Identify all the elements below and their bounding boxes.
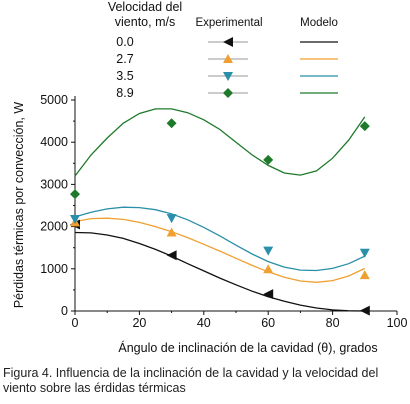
x-axis-label: Ángulo de inclinación de la cavidad (θ),… <box>118 340 377 355</box>
y-axis-label: Pérdidas térmicas por convección, W <box>12 102 26 309</box>
x-tick-label: 60 <box>261 316 275 330</box>
x-tick-label: 0 <box>72 316 79 330</box>
data-point-2.7 <box>263 264 274 274</box>
model-line-2.7 <box>74 217 366 283</box>
x-tick-label: 80 <box>326 316 340 330</box>
data-point-3.5 <box>70 215 80 225</box>
data-point-8.9 <box>70 189 80 200</box>
x-tick-label: 100 <box>387 316 408 330</box>
legend-title-line-2: viento, m/s <box>115 15 175 29</box>
x-tick-label: 40 <box>197 316 211 330</box>
data-point-3.5 <box>166 214 177 224</box>
y-tick-label: 1000 <box>40 262 68 276</box>
data-point-8.9 <box>263 154 274 165</box>
model-line-3.5 <box>74 206 366 272</box>
legend: Velocidad del viento, m/s Experimental M… <box>108 0 338 100</box>
figure-caption: Figura 4. Influencia de la inclinación d… <box>3 366 379 395</box>
data-point-3.5 <box>263 246 274 256</box>
data-point-2.7 <box>166 227 177 237</box>
x-tick-label: 20 <box>132 316 146 330</box>
data-point-0.0 <box>263 289 274 300</box>
data-point-2.7 <box>359 270 370 280</box>
legend-label-2.7: 2.7 <box>116 52 133 66</box>
y-tick-label: 3000 <box>40 177 68 191</box>
legend-label-3.5: 3.5 <box>116 69 133 83</box>
legend-marker-0.0 <box>223 37 233 47</box>
data-point-0.0 <box>166 250 177 261</box>
legend-marker-8.9 <box>223 88 233 98</box>
legend-label-0.0: 0.0 <box>116 35 133 49</box>
legend-marker-2.7 <box>223 54 233 63</box>
y-tick-label: 5000 <box>40 93 68 107</box>
data-point-3.5 <box>359 248 370 258</box>
legend-col-model: Modelo <box>300 17 338 29</box>
legend-title-line-1: Velocidad del <box>108 0 182 14</box>
data-point-8.9 <box>359 121 370 132</box>
data-point-0.0 <box>359 305 370 316</box>
y-tick-label: 4000 <box>40 135 68 149</box>
legend-label-8.9: 8.9 <box>116 86 133 100</box>
model-line-0.0 <box>74 231 365 312</box>
legend-marker-3.5 <box>223 72 233 81</box>
data-point-8.9 <box>166 118 177 129</box>
y-tick-label: 2000 <box>40 220 68 234</box>
legend-col-experimental: Experimental <box>195 17 262 29</box>
y-tick-label: 0 <box>61 304 68 318</box>
model-line-8.9 <box>74 108 366 177</box>
